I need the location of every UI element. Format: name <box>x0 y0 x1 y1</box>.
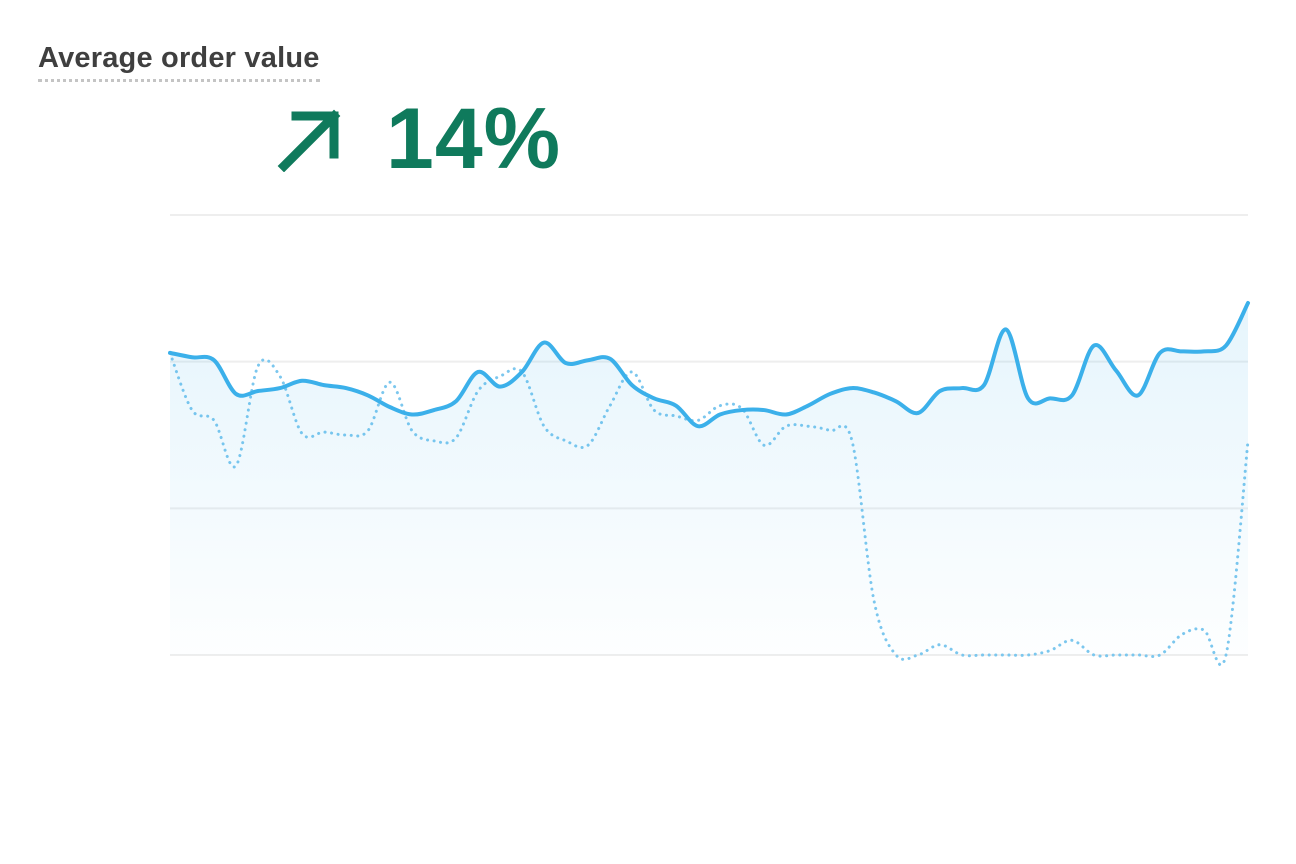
main-line <box>168 301 1250 429</box>
metric-title[interactable]: Average order value <box>38 42 320 82</box>
arrow-up-right-icon <box>277 109 341 172</box>
change-indicator: 14% <box>276 96 561 182</box>
change-value: 14% <box>386 91 562 187</box>
